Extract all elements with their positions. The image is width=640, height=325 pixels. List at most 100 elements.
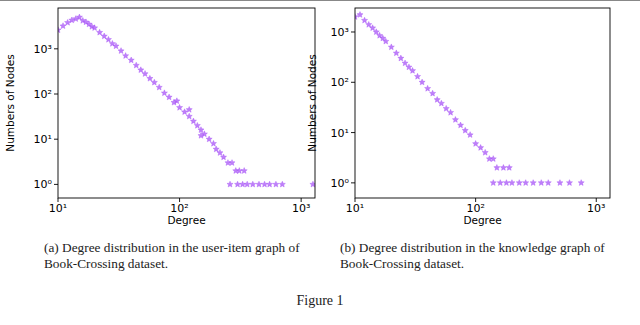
y-tick	[54, 94, 58, 95]
point	[566, 180, 572, 186]
point	[538, 180, 544, 186]
point	[523, 180, 529, 186]
point	[500, 165, 506, 171]
point	[415, 73, 421, 79]
point	[357, 12, 363, 18]
point	[267, 181, 273, 187]
point	[118, 48, 124, 54]
point	[448, 109, 454, 115]
point	[273, 181, 279, 187]
point	[503, 180, 509, 186]
point	[578, 180, 584, 186]
point	[186, 106, 192, 112]
point	[310, 181, 315, 187]
point	[182, 109, 188, 115]
point	[530, 180, 536, 186]
point	[434, 97, 440, 103]
point	[151, 79, 157, 85]
points	[58, 14, 315, 187]
y-tick-label: 10⁰	[34, 178, 53, 191]
point	[221, 154, 227, 160]
point	[497, 180, 503, 186]
point	[186, 113, 192, 119]
point	[430, 90, 436, 96]
point	[97, 29, 103, 35]
y-tick-label: 10¹	[34, 133, 52, 146]
caption: (b) Degree distribution in the knowledge…	[340, 240, 622, 272]
point	[138, 67, 144, 73]
point	[557, 180, 563, 186]
figure-caption: Figure 1	[0, 293, 640, 309]
y-tick	[351, 31, 355, 32]
point	[473, 141, 479, 147]
panel-0: 10¹10²10³10⁰10¹10²10³DegreeNumbers of No…	[4, 8, 316, 226]
point	[105, 36, 111, 42]
point	[458, 122, 464, 128]
point	[227, 181, 233, 187]
point	[370, 25, 376, 31]
point	[478, 145, 484, 151]
point	[250, 181, 256, 187]
point	[147, 75, 153, 81]
point	[113, 43, 119, 49]
point	[494, 165, 500, 171]
point	[229, 160, 235, 166]
y-tick-label: 10³	[34, 43, 52, 56]
point	[198, 132, 204, 138]
point	[256, 181, 262, 187]
point	[373, 29, 379, 35]
top-rule	[0, 0, 640, 1]
point	[362, 17, 368, 23]
x-axis-label: Degree	[463, 214, 501, 226]
point	[123, 53, 129, 59]
points	[355, 12, 584, 186]
point	[177, 104, 183, 110]
y-tick	[54, 48, 58, 49]
point	[467, 132, 473, 138]
point	[198, 127, 204, 133]
point	[509, 180, 515, 186]
point	[244, 181, 250, 187]
point	[210, 140, 216, 146]
x-tick-label: 10³	[292, 202, 310, 215]
x-tick-label: 10¹	[346, 202, 364, 215]
point	[462, 127, 468, 133]
frame	[355, 8, 610, 198]
point	[76, 14, 82, 20]
point	[393, 50, 399, 56]
y-tick	[351, 132, 355, 133]
y-axis-label: Numbers of Nodes	[306, 54, 318, 151]
x-tick-label: 10³	[587, 202, 605, 215]
y-tick-label: 10²	[34, 88, 52, 101]
y-tick-label: 10⁰	[331, 177, 350, 190]
point	[516, 180, 522, 186]
y-tick	[351, 82, 355, 83]
point	[443, 105, 449, 111]
panel-1: 10¹10²10³10⁰10¹10²10³DegreeNumbers of No…	[306, 8, 610, 226]
y-tick-label: 10³	[331, 26, 349, 39]
y-tick-label: 10¹	[331, 127, 349, 140]
point	[406, 64, 412, 70]
caption: (a) Degree distribution in the user-item…	[44, 240, 326, 272]
point	[241, 168, 247, 174]
point	[133, 62, 139, 68]
figure: 10¹ 10² 10³ 10⁰ 10¹ 10² 10³ Degree Numbers of No…	[0, 0, 640, 325]
point	[190, 118, 196, 124]
point	[206, 136, 212, 142]
point	[490, 156, 496, 162]
point	[425, 85, 431, 91]
point	[383, 38, 389, 44]
point	[419, 79, 425, 85]
point	[398, 55, 404, 61]
y-tick	[54, 184, 58, 185]
frame	[58, 8, 315, 198]
y-tick-label: 10²	[331, 76, 349, 89]
point	[482, 149, 488, 155]
point	[161, 90, 167, 96]
point	[545, 180, 551, 186]
point	[402, 60, 408, 66]
point	[60, 23, 66, 29]
point	[490, 180, 496, 186]
point	[58, 27, 61, 33]
y-axis-label: Numbers of Nodes	[4, 54, 16, 151]
